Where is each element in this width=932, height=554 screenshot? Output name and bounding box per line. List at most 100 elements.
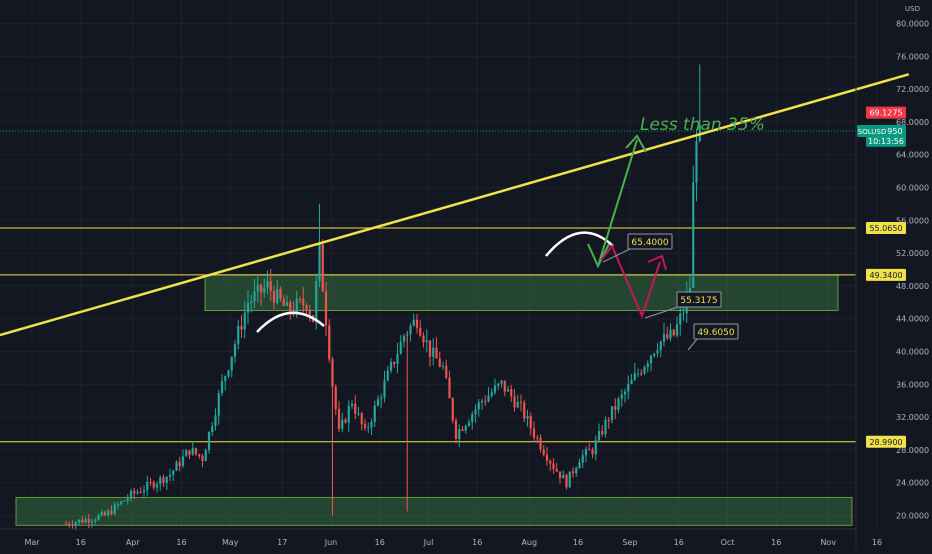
candle-body — [669, 329, 672, 339]
candle-body — [588, 448, 591, 451]
candle-body — [233, 344, 237, 357]
candle-body — [201, 456, 204, 462]
candle-body — [474, 409, 477, 415]
candle-body — [227, 370, 230, 377]
candle-body — [659, 341, 662, 351]
symbol-badge — [857, 124, 887, 137]
candle-body — [146, 481, 149, 491]
projection-arrow-head — [647, 254, 667, 271]
candle-body — [503, 380, 506, 392]
candle-body — [334, 386, 337, 410]
time-axis[interactable]: Mar 16 Apr 16 May 17 Jun 16 Jul 16 Aug 16 Sep 16 Oct 16… — [0, 528, 882, 547]
up-arrow-head — [625, 134, 647, 153]
candle-body — [136, 492, 139, 494]
candle-body — [129, 490, 133, 499]
candle-body — [610, 406, 614, 421]
price-badge — [866, 221, 906, 234]
candle-body — [295, 298, 298, 313]
time-tick-label: Mar — [24, 538, 40, 547]
price-badge-label: 10:13:56 — [868, 137, 904, 146]
candle-body — [523, 402, 526, 419]
candle-body — [337, 409, 341, 429]
candle-body — [354, 403, 357, 414]
callout-label: 65.4000 — [631, 238, 668, 248]
candle-body — [458, 428, 461, 439]
candle-body — [168, 474, 172, 477]
callout-box — [676, 291, 722, 308]
candle-body — [133, 490, 136, 494]
candle-body — [539, 437, 542, 450]
time-tick-label: 16 — [573, 538, 583, 547]
candle-body — [399, 341, 402, 355]
candle-body — [331, 359, 334, 387]
candle-body — [263, 287, 266, 293]
time-tick-label: 17 — [277, 538, 287, 547]
candle-body — [643, 367, 646, 374]
time-tick-label: Nov — [820, 538, 836, 547]
candle-body — [211, 426, 214, 432]
candle-body — [497, 383, 500, 386]
candle-body — [389, 361, 393, 371]
candle-body — [324, 291, 328, 326]
candle-body — [266, 280, 269, 288]
candle-body — [409, 325, 412, 335]
candle-body — [617, 398, 620, 410]
candle-body — [120, 501, 123, 505]
candle-body — [653, 353, 656, 356]
candle-body — [591, 450, 594, 455]
candle-body — [581, 455, 584, 463]
candle-body — [636, 373, 640, 375]
time-tick-label: Oct — [721, 538, 735, 547]
price-badge — [866, 134, 906, 147]
price-tick-label: 80.0000 — [896, 20, 929, 29]
candle-body — [214, 415, 217, 427]
candle-body — [162, 477, 165, 483]
price-badge-label: 28.9900 — [869, 438, 902, 447]
symbol-badge-label: SOLUSD — [858, 128, 886, 136]
candle-body — [640, 373, 643, 375]
candle-body — [620, 394, 623, 399]
horizontal-levels — [0, 130, 856, 443]
candle-body — [584, 448, 588, 456]
candle-body — [357, 413, 360, 415]
candle-body — [607, 419, 610, 421]
time-tick-label: Apr — [126, 538, 141, 547]
candle-body — [220, 381, 224, 394]
candle-body — [289, 302, 292, 312]
candle-body — [165, 476, 168, 483]
price-tick-label: 28.0000 — [896, 446, 929, 455]
candle-body — [276, 288, 279, 303]
support-zone — [15, 496, 853, 526]
candle-body — [529, 415, 532, 429]
price-tick-label: 72.0000 — [896, 85, 929, 94]
candle-body — [246, 303, 250, 313]
time-tick-label: 16 — [176, 538, 186, 547]
candle-body — [604, 419, 607, 435]
candle-body — [542, 449, 545, 455]
price-badge-label: 49.3400 — [869, 271, 902, 280]
candle-body — [149, 481, 152, 483]
candle-body — [68, 523, 71, 526]
candle-body — [194, 448, 198, 455]
time-tick-label: 16 — [76, 538, 86, 547]
candle-body — [198, 454, 201, 457]
candle-body — [71, 525, 74, 527]
time-tick-label: May — [222, 538, 239, 547]
candle-body — [526, 415, 529, 419]
candle-body — [152, 482, 155, 488]
price-tick-label: 52.0000 — [896, 249, 929, 258]
candle-body — [230, 356, 233, 371]
candle-body — [341, 419, 344, 429]
price-badges: 69.127566.895010:13:5655.065049.340028.9… — [857, 106, 906, 448]
candle-body — [347, 405, 350, 423]
price-axis[interactable]: 108.0000104.0000100.000096.000092.000088… — [855, 0, 932, 550]
candle-body — [549, 460, 552, 464]
candle-body — [428, 340, 432, 357]
candle-body — [367, 427, 370, 429]
candle-body — [188, 450, 191, 455]
candle-body — [601, 431, 604, 435]
candle-body — [493, 385, 497, 393]
candle-body — [142, 490, 146, 493]
